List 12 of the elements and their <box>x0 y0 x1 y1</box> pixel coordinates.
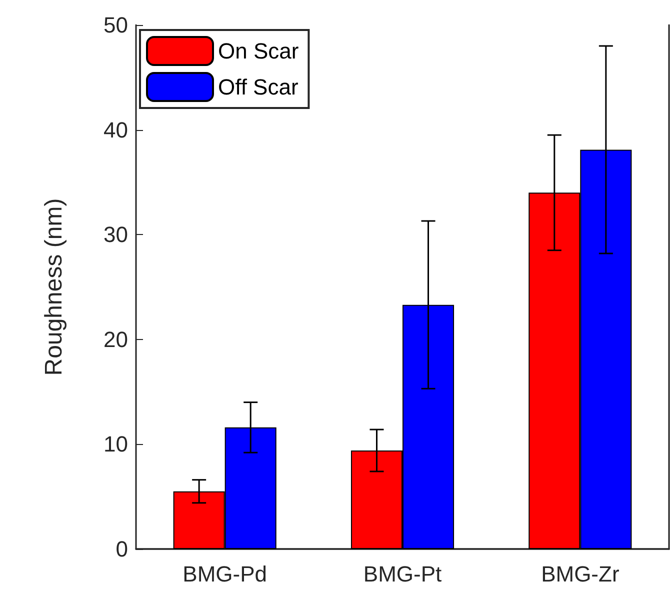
legend-label: Off Scar <box>218 74 298 100</box>
legend-label: On Scar <box>218 38 299 64</box>
y-tick-label: 20 <box>104 326 128 352</box>
y-tick-label: 0 <box>116 536 128 562</box>
y-tick-label: 50 <box>104 12 128 38</box>
x-tick-label: BMG-Pd <box>182 562 268 586</box>
y-tick-label: 10 <box>104 432 128 457</box>
x-tick-label: BMG-Zr <box>541 562 620 586</box>
y-tick-label: 40 <box>104 117 128 142</box>
x-tick-label: BMG-Pt <box>363 562 442 586</box>
y-axis-title: Roughness (nm) <box>40 198 68 376</box>
y-tick-label: 30 <box>104 222 128 248</box>
